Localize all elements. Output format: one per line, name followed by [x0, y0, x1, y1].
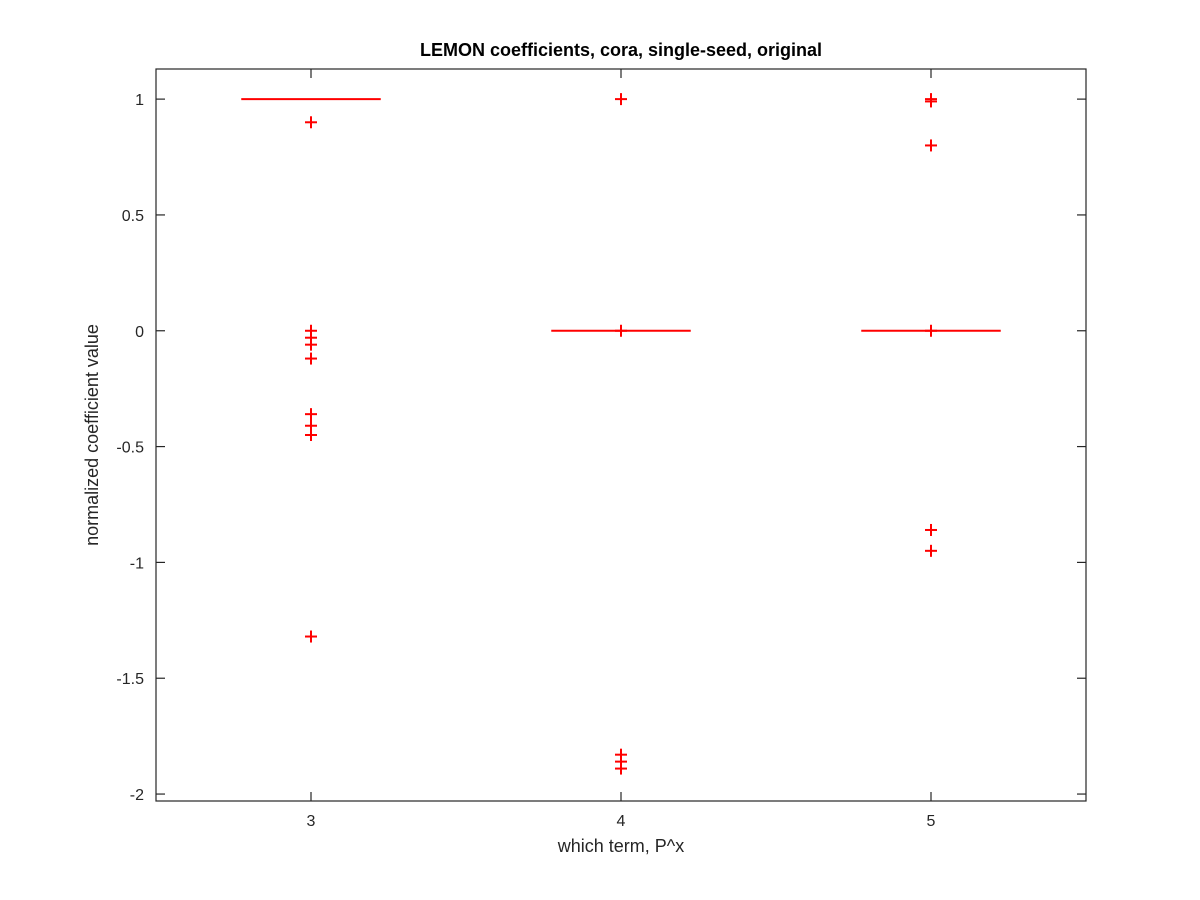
outlier-point — [615, 324, 627, 337]
x-tick-label: 3 — [307, 813, 316, 830]
outlier-point — [925, 544, 937, 557]
x-tick-label: 5 — [927, 813, 936, 830]
chart-title: LEMON coefficients, cora, single-seed, o… — [420, 40, 822, 60]
x-axis-label: which term, P^x — [557, 836, 684, 856]
outlier-point — [305, 338, 317, 351]
y-tick-label: -2 — [130, 787, 144, 804]
outlier-point — [305, 408, 317, 421]
outlier-point — [305, 116, 317, 129]
y-tick-label: -1 — [130, 555, 144, 572]
outlier-point — [305, 429, 317, 441]
x-tick-label: 4 — [617, 813, 626, 830]
outlier-point — [305, 352, 317, 365]
y-axis-label: normalized coefficient value — [82, 324, 102, 546]
axes-box — [155, 68, 1087, 802]
plot-area — [156, 69, 1086, 801]
outlier-point — [305, 630, 317, 643]
outlier-point — [925, 95, 937, 108]
y-tick-label: -0.5 — [116, 440, 144, 457]
plot-marks — [241, 93, 1001, 775]
y-tick-label: -1.5 — [116, 671, 144, 688]
outlier-point — [615, 93, 627, 106]
y-tick-label: 0 — [135, 324, 144, 341]
y-tick-label: 1 — [135, 92, 144, 109]
y-tick-label: 0.5 — [122, 208, 144, 225]
outlier-point — [615, 762, 627, 775]
axis-ticks: -2 -1.5 -1 -0.5 0 0.5 1 3 4 5 — [116, 69, 1086, 830]
outlier-point — [925, 324, 937, 337]
outlier-point — [925, 139, 937, 152]
outlier-point — [925, 523, 937, 536]
